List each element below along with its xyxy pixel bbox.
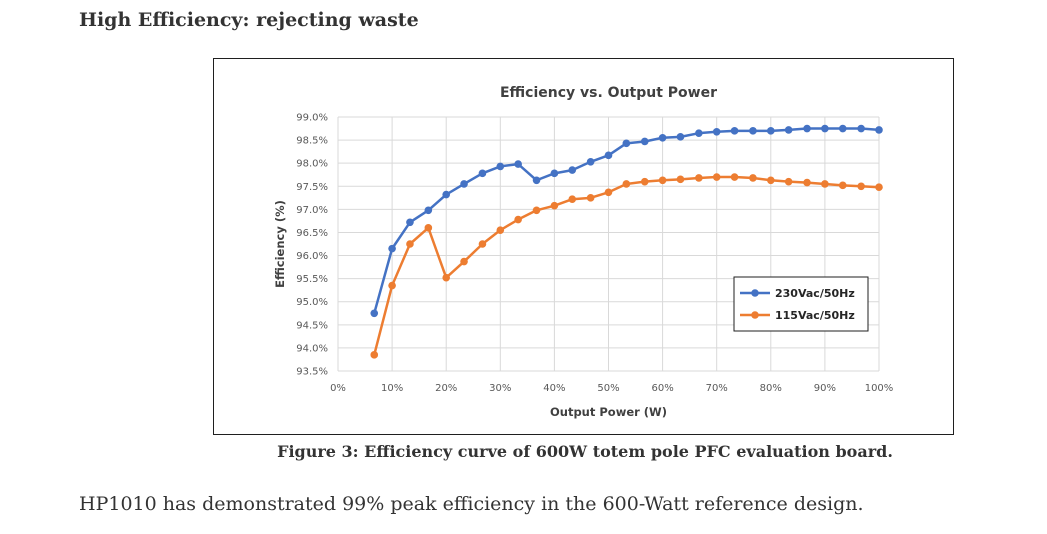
data-point — [767, 127, 775, 135]
x-axis-label: Output Power (W) — [550, 405, 667, 419]
legend-label: 115Vac/50Hz — [775, 309, 855, 322]
figure-caption: Figure 3: Efficiency curve of 600W totem… — [277, 442, 893, 461]
data-point — [730, 127, 739, 135]
data-point — [784, 177, 793, 186]
data-point — [370, 309, 379, 318]
data-point — [622, 180, 631, 188]
data-point — [875, 126, 883, 134]
data-point — [604, 188, 613, 197]
data-point — [803, 178, 811, 187]
data-point — [478, 169, 487, 178]
data-point — [406, 218, 414, 227]
data-point — [514, 215, 522, 224]
chart-figure: Efficiency vs. Output Power 93.5% 94.0% 94… — [213, 58, 954, 435]
x-tick-label: 100% — [865, 383, 894, 394]
y-tick-label: 98.0% — [296, 159, 328, 170]
data-point — [514, 160, 522, 168]
y-tick-label: 96.5% — [296, 228, 328, 239]
data-point — [424, 224, 433, 232]
data-point — [784, 126, 793, 134]
y-tick-label: 97.0% — [296, 205, 328, 216]
y-tick-label: 95.0% — [296, 297, 328, 308]
data-point — [388, 281, 396, 290]
data-point — [532, 206, 541, 215]
chart-title: Efficiency vs. Output Power — [500, 85, 717, 101]
x-tick-label: 20% — [435, 383, 457, 394]
data-point — [604, 151, 613, 160]
data-point — [550, 201, 559, 210]
x-tick-label: 40% — [543, 383, 565, 394]
series-230vac — [370, 124, 883, 318]
data-point — [712, 173, 721, 181]
data-point — [442, 273, 450, 282]
data-point — [730, 173, 739, 181]
data-point — [695, 129, 703, 137]
x-tick-label: 90% — [814, 383, 836, 394]
data-point — [640, 177, 649, 186]
data-point — [586, 157, 595, 166]
y-tick-label: 98.5% — [296, 136, 328, 147]
y-tick-label: 93.5% — [296, 367, 328, 378]
y-tick-label: 94.0% — [296, 343, 328, 354]
data-point — [838, 124, 847, 133]
data-point — [388, 244, 396, 253]
y-tick-label: 97.5% — [296, 182, 328, 193]
data-point — [568, 195, 577, 204]
data-point — [550, 169, 559, 178]
data-point — [749, 174, 757, 182]
legend-marker — [751, 289, 759, 297]
y-tick-label: 96.0% — [296, 251, 328, 262]
y-tick-label: 99.0% — [296, 113, 328, 124]
data-point — [695, 174, 703, 182]
data-point — [496, 226, 505, 234]
data-point — [568, 166, 577, 174]
data-point — [712, 127, 721, 136]
data-point — [676, 133, 685, 141]
data-point — [857, 182, 865, 191]
data-point — [767, 176, 775, 185]
body-paragraph: HP1010 has demonstrated 99% peak efficie… — [79, 493, 864, 515]
data-point — [676, 175, 685, 184]
data-point — [442, 190, 450, 199]
legend-marker — [751, 311, 759, 319]
data-point — [821, 124, 829, 133]
data-point — [406, 240, 414, 248]
x-tick-label: 70% — [706, 383, 728, 394]
legend-box — [733, 276, 869, 332]
series-115vac — [370, 173, 883, 359]
x-tick-label: 80% — [760, 383, 782, 394]
chart-legend: 230Vac/50Hz 115Vac/50Hz — [733, 276, 869, 332]
y-tick-label: 94.5% — [296, 320, 328, 331]
x-tick-label: 50% — [597, 383, 619, 394]
y-axis-label: Efficiency (%) — [273, 200, 287, 288]
data-point — [424, 206, 433, 215]
data-point — [658, 133, 667, 142]
data-series — [370, 124, 883, 359]
data-point — [640, 137, 649, 146]
data-point — [478, 240, 487, 248]
section-heading: High Efficiency: rejecting waste — [79, 9, 419, 31]
x-tick-label: 60% — [651, 383, 673, 394]
x-tick-label: 0% — [330, 383, 346, 394]
data-point — [821, 180, 829, 188]
data-point — [803, 124, 811, 133]
x-tick-label: 30% — [489, 383, 511, 394]
data-point — [658, 176, 667, 185]
data-point — [496, 162, 505, 171]
data-point — [370, 351, 379, 359]
data-point — [749, 127, 757, 135]
efficiency-chart: Efficiency vs. Output Power 93.5% 94.0% 94… — [273, 85, 893, 419]
axis-ticks: 93.5% 94.0% 94.5% 95.0% 95.5% 96.0% 96.5% 97.0%… — [296, 113, 893, 395]
y-tick-label: 95.5% — [296, 274, 328, 285]
x-tick-label: 10% — [381, 383, 403, 394]
data-point — [460, 257, 468, 266]
data-point — [586, 194, 595, 202]
data-point — [857, 124, 865, 133]
data-point — [532, 176, 541, 185]
data-point — [460, 180, 468, 188]
data-point — [875, 183, 883, 191]
legend-label: 230Vac/50Hz — [775, 287, 855, 300]
data-point — [838, 181, 847, 190]
data-point — [622, 139, 631, 148]
